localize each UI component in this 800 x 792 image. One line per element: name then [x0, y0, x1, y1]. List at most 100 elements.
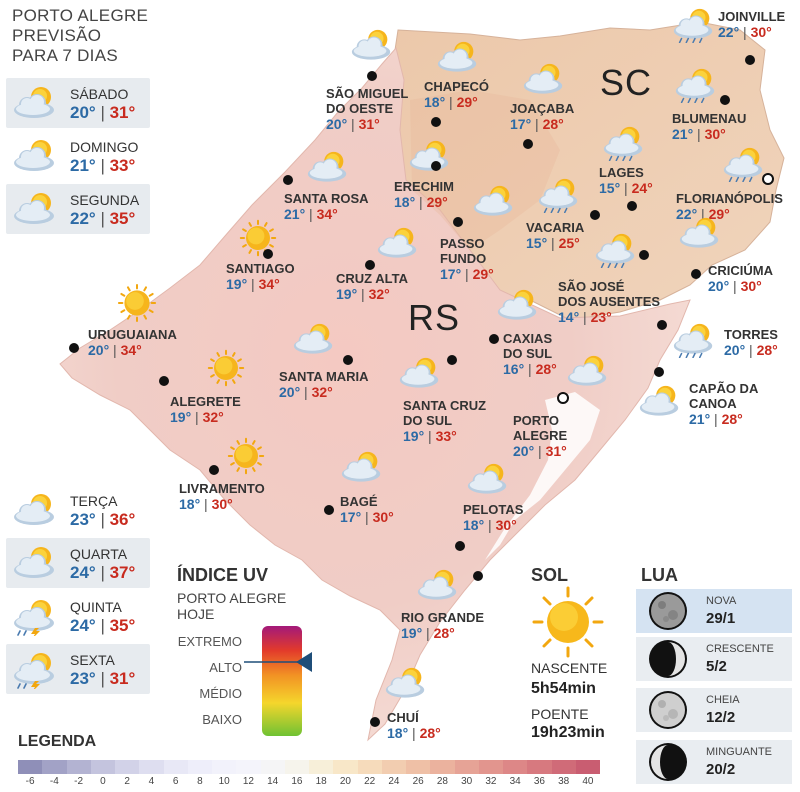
city-marker[interactable] [367, 71, 377, 81]
forecast-max: 35° [109, 616, 136, 635]
city-temps: 20° | 34° [88, 342, 142, 358]
forecast-day-card: SEXTA 23° | 31° [6, 644, 150, 694]
city-marker[interactable] [69, 343, 79, 353]
forecast-day-card: SÁBADO 20° | 31° [6, 78, 150, 128]
city-max: 29° [426, 194, 448, 210]
moon-phase-name: CHEIA [706, 694, 740, 706]
city-min: 20° [724, 342, 746, 358]
city-bage: BAGÉ 17° | 30° [340, 494, 394, 525]
forecast-header: PORTO ALEGRE PREVISÃO PARA 7 DIAS [12, 6, 148, 66]
city-name: LAGES [599, 165, 644, 180]
city-pelotas: PELOTAS 18° | 30° [463, 502, 523, 533]
legend-color-swatch [381, 760, 406, 774]
legend-tick-label: 24 [388, 776, 400, 787]
city-max: 23° [590, 309, 612, 325]
city-min: 18° [179, 496, 201, 512]
city-marker[interactable] [283, 175, 293, 185]
forecast-day-card: SEGUNDA 22° | 35° [6, 184, 150, 234]
city-marker[interactable] [654, 367, 664, 377]
city-min: 14° [558, 309, 580, 325]
city-name: SÃO MIGUEL [326, 86, 409, 101]
legend-color-swatch [430, 760, 455, 774]
city-marker[interactable] [343, 355, 353, 365]
legend-tick-label: 26 [412, 776, 424, 787]
city-marker[interactable] [159, 376, 169, 386]
city-marker[interactable] [455, 541, 465, 551]
city-max: 33° [435, 428, 457, 444]
legend-tick-label: 0 [100, 776, 106, 787]
city-max: 31° [545, 443, 567, 459]
partly-cloudy-icon [338, 448, 386, 491]
city-marker[interactable] [691, 269, 701, 279]
forecast-day-name: QUINTA [70, 599, 122, 615]
city-max: 30° [372, 509, 394, 525]
city-joacaba: JOAÇABA 17° | 28° [510, 101, 574, 132]
uv-level-extremo: EXTREMO [177, 634, 242, 649]
sunrise-label: NASCENTE [531, 660, 608, 676]
uv-scale-bar [262, 626, 302, 736]
city-marker[interactable] [365, 260, 375, 270]
legend-color-swatch [66, 760, 91, 774]
city-marker[interactable] [489, 334, 499, 344]
city-marker[interactable] [590, 210, 600, 220]
legend-tick-label: 30 [461, 776, 473, 787]
legend-tick-label: 18 [315, 776, 327, 787]
city-marker[interactable] [431, 161, 441, 171]
city-vacaria: VACARIA 15° | 25° [526, 220, 584, 251]
uv-indicator-arrow [296, 652, 312, 672]
city-name: SANTA MARIA [279, 369, 369, 384]
city-name: LIVRAMENTO [179, 481, 265, 496]
forecast-day-temps: 24° | 37° [70, 563, 136, 582]
city-marker[interactable] [431, 117, 441, 127]
forecast-min: 23° [70, 510, 96, 529]
city-name: SANTIAGO [226, 261, 295, 276]
city-marker[interactable] [639, 250, 649, 260]
city-name: CAPÃO DA [689, 381, 759, 396]
city-marker[interactable] [209, 465, 219, 475]
legend-tick-label: 32 [485, 776, 497, 787]
city-marker[interactable] [263, 249, 273, 259]
legend-tick-label: 10 [218, 776, 230, 787]
city-marker[interactable] [447, 355, 457, 365]
city-temps: 20° | 30° [708, 278, 762, 294]
city-marker[interactable] [370, 717, 380, 727]
city-marker[interactable] [720, 95, 730, 105]
forecast-day-temps: 23° | 36° [70, 510, 136, 529]
city-temps: 17° | 29° [440, 266, 494, 282]
city-marker[interactable] [557, 392, 569, 404]
city-min: 20° [88, 342, 110, 358]
city-marker[interactable] [523, 139, 533, 149]
city-alegrete: ALEGRETE 19° | 32° [170, 394, 241, 425]
city-marker[interactable] [627, 201, 637, 211]
partly-cloudy-icon [434, 38, 482, 81]
city-marker[interactable] [324, 505, 334, 515]
legend-tick-label: -6 [25, 776, 35, 787]
partly-cloudy-icon [470, 182, 518, 225]
header-line2: PREVISÃO [12, 26, 102, 45]
city-max: 28° [433, 625, 455, 641]
city-temps: 18° | 29° [394, 194, 448, 210]
city-marker[interactable] [745, 55, 755, 65]
city-name: RIO GRANDE [401, 610, 485, 625]
legend-color-swatch [575, 760, 600, 774]
city-temps: 20° | 31° [326, 116, 380, 132]
city-marker[interactable] [762, 173, 774, 185]
city-max: 30° [211, 496, 233, 512]
city-temps: 22° | 29° [676, 206, 730, 222]
legend-tick-label: 22 [364, 776, 376, 787]
city-marker[interactable] [473, 571, 483, 581]
legend-tick-label: 38 [558, 776, 570, 787]
full-moon-icon [648, 690, 688, 735]
legend-color-swatch [115, 760, 140, 774]
forecast-day-temps: 24° | 35° [70, 616, 136, 635]
forecast-max: 31° [109, 103, 136, 122]
legend-tick-label: 4 [148, 776, 155, 787]
legend-color-swatch [260, 760, 285, 774]
first-quarter-moon-icon [648, 639, 688, 684]
city-marker[interactable] [657, 320, 667, 330]
city-name: CANOA [689, 396, 737, 411]
legend-tick-label: 36 [533, 776, 545, 787]
city-min: 17° [440, 266, 462, 282]
city-marker[interactable] [453, 217, 463, 227]
city-min: 18° [463, 517, 485, 533]
